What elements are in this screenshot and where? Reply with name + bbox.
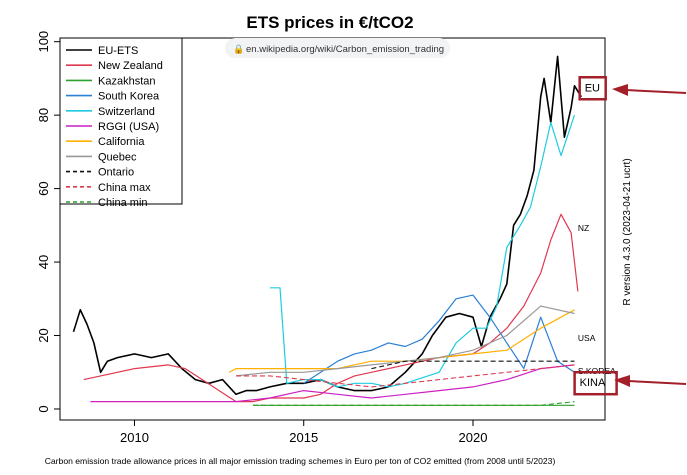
- y-tick-label: 20: [36, 328, 51, 342]
- y-tick-label: 100: [36, 31, 51, 53]
- x-axis: 2010 2015 2020: [120, 420, 487, 445]
- y-tick-label: 0: [36, 405, 51, 412]
- url-overlay: 🔒 en.wikipedia.org/wiki/Carbon_emission_…: [225, 38, 450, 58]
- y-tick-label: 60: [36, 181, 51, 195]
- end-label-nz: NZ: [578, 223, 589, 233]
- series-line-china-max: [236, 364, 575, 388]
- series-line-south-korea: [303, 294, 575, 384]
- x-tick-label: 2010: [120, 430, 149, 445]
- y-tick-label: 80: [36, 108, 51, 122]
- arrow-kina-icon: [614, 375, 687, 387]
- legend-item-label: Ontario: [98, 167, 134, 179]
- end-label-eu: EU: [585, 82, 600, 94]
- legend-item-label: EU-ETS: [98, 45, 138, 57]
- chart-title: ETS prices in €/tCO2: [246, 13, 413, 32]
- legend-item-label: RGGI (USA): [98, 121, 159, 133]
- series-line-california: [229, 309, 575, 373]
- legend-item-label: Quebec: [98, 151, 137, 163]
- series-line-new-zealand: [83, 213, 579, 403]
- legend-item-label: New Zealand: [98, 60, 163, 72]
- series-line-eu-ets: [72, 55, 582, 396]
- legend-item-label: California: [98, 136, 145, 148]
- end-label-kina: KINA: [580, 377, 606, 389]
- series-line-switzerland: [269, 114, 576, 388]
- legend-item-label: China max: [98, 182, 151, 194]
- highlight-box: [578, 76, 607, 101]
- y-axis: 0 20 40 60 80 100: [36, 31, 60, 413]
- x-tick-label: 2020: [459, 430, 488, 445]
- legend-item-label: Kazakhstan: [98, 75, 155, 87]
- x-tick-label: 2015: [289, 430, 318, 445]
- legend-item-label: China min: [98, 197, 148, 209]
- series-line-ontario: [371, 360, 575, 370]
- series-layer: [72, 55, 582, 406]
- series-line-china-min: [253, 401, 575, 406]
- lock-icon: 🔒: [233, 44, 244, 54]
- highlight-box: [573, 370, 618, 396]
- legend-item-label: South Korea: [98, 91, 160, 103]
- r-version-label: R version 4.3.0 (2023-04-21 ucrt): [622, 158, 633, 305]
- arrow-eu-icon: [612, 84, 687, 96]
- chart-caption: Carbon emission trade allowance prices i…: [45, 456, 556, 466]
- legend: EU-ETS New Zealand Kazakhstan South Korea Sw…: [59, 37, 183, 209]
- series-line-rggi-usa: [90, 364, 575, 403]
- y-tick-label: 40: [36, 255, 51, 269]
- end-label-usa: USA: [578, 333, 596, 343]
- legend-item-label: Switzerland: [98, 106, 155, 118]
- url-bar: [225, 38, 450, 58]
- url-text: en.wikipedia.org/wiki/Carbon_emission_tr…: [246, 44, 444, 55]
